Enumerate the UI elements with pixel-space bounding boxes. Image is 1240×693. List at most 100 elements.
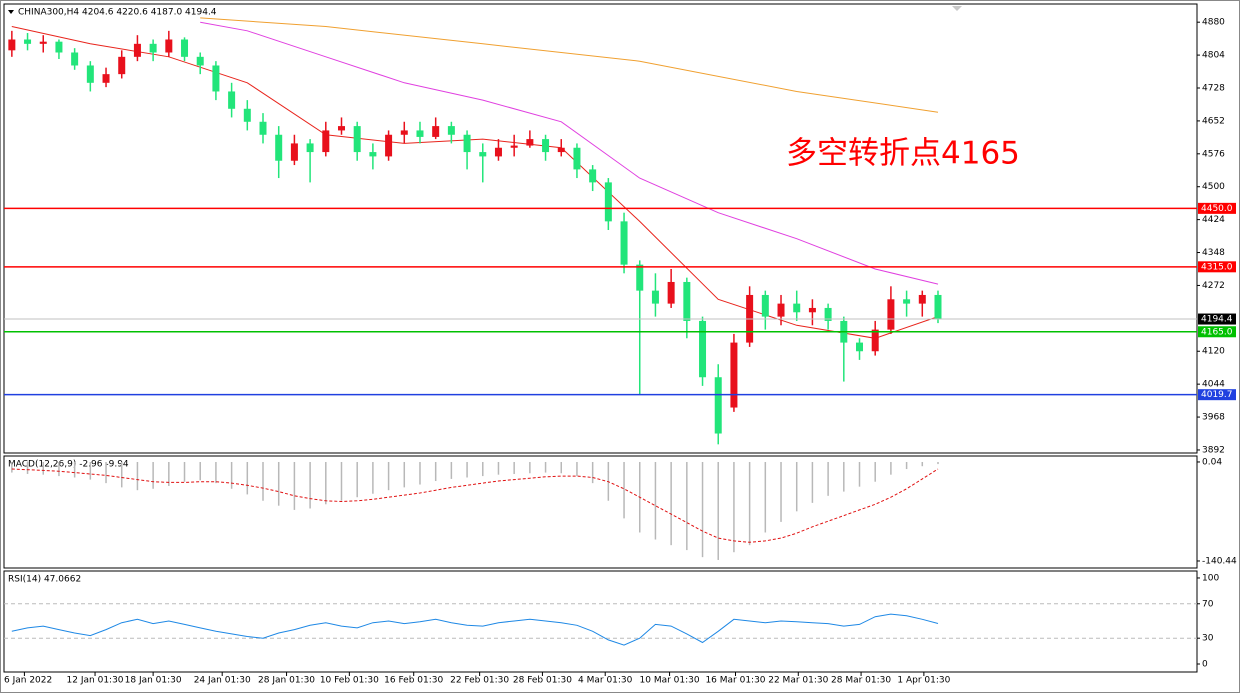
- price-label: 4315.0: [1201, 262, 1233, 272]
- candle-body: [856, 342, 864, 352]
- candle-body: [290, 143, 298, 161]
- candle-body: [557, 147, 565, 153]
- x-tick-label: 10 Mar 01:30: [640, 676, 700, 686]
- candle-body: [181, 39, 189, 57]
- moving-average: [200, 21, 939, 285]
- price-label: 4450.0: [1201, 204, 1233, 214]
- candle-body: [196, 56, 204, 66]
- price-label-box: [1198, 326, 1236, 338]
- candle-body: [39, 41, 47, 44]
- candle-body: [306, 143, 314, 153]
- candle-body: [730, 342, 738, 408]
- candle-body: [400, 130, 408, 135]
- candle-body: [337, 126, 345, 131]
- candle-body: [8, 39, 16, 51]
- candle-body: [102, 74, 110, 83]
- candle-body: [133, 43, 141, 57]
- y-tick-label: -140.44: [1202, 556, 1237, 566]
- price-label-box: [1198, 202, 1236, 214]
- y-tick-label: 0: [1202, 659, 1208, 669]
- x-tick-label: 6 Jan 2022: [4, 676, 52, 686]
- candle-body: [636, 264, 644, 291]
- candle-body: [526, 139, 534, 146]
- candle-body: [793, 303, 801, 313]
- candle-body: [761, 294, 769, 317]
- price-label: 4165.0: [1201, 327, 1233, 337]
- candle-body: [808, 307, 816, 313]
- x-tick-label: 12 Jan 01:30: [67, 676, 124, 686]
- candle-body: [934, 294, 942, 320]
- x-tick-label: 16 Mar 01:30: [705, 676, 765, 686]
- y-tick-label: 4044: [1202, 380, 1225, 390]
- y-tick-label: 4424: [1202, 215, 1225, 225]
- y-tick-label: 4652: [1202, 116, 1225, 126]
- candle-body: [494, 147, 502, 157]
- candle-body: [118, 56, 126, 75]
- candle-body: [683, 281, 691, 321]
- candle-body: [24, 39, 32, 44]
- y-tick-label: 4272: [1202, 281, 1225, 291]
- x-tick-label: 4 Mar 01:30: [578, 676, 633, 686]
- symbol-menu-icon[interactable]: [8, 10, 14, 14]
- candle-body: [903, 299, 911, 304]
- y-tick-label: 4576: [1202, 149, 1225, 159]
- candle-body: [259, 121, 267, 135]
- candle-body: [385, 134, 393, 157]
- x-tick-label: 24 Jan 01:30: [194, 676, 251, 686]
- candle-body: [824, 307, 832, 321]
- y-tick-label: 4500: [1202, 182, 1225, 192]
- rsi-panel: [3, 570, 1198, 673]
- y-tick-label: 3892: [1202, 445, 1225, 455]
- price-label-box: [1198, 313, 1236, 325]
- candle-body: [416, 130, 424, 137]
- candle-body: [432, 126, 440, 137]
- candle-body: [871, 329, 879, 352]
- y-tick-label: 30: [1202, 634, 1214, 644]
- macd-signal: [11, 468, 939, 543]
- candle-body: [479, 152, 487, 157]
- x-tick-label: 28 Jan 01:30: [258, 676, 315, 686]
- candle-body: [463, 134, 471, 153]
- y-tick-label: 4120: [1202, 347, 1225, 357]
- main-panel: [3, 3, 1198, 454]
- candle-body: [620, 221, 628, 265]
- y-tick-label: 3968: [1202, 413, 1225, 423]
- price-label: 4019.7: [1201, 390, 1233, 400]
- y-tick-label: 70: [1202, 599, 1214, 609]
- candle-body: [55, 41, 63, 53]
- candle-body: [714, 377, 722, 434]
- annotation: 多空转折点4165: [786, 136, 1020, 172]
- y-tick-label: 0.04: [1202, 457, 1222, 467]
- y-tick-label: 4348: [1202, 248, 1225, 258]
- candle-body: [243, 108, 251, 122]
- price-label-box: [1198, 389, 1236, 401]
- candle-body: [589, 169, 597, 183]
- candle-body: [165, 39, 173, 53]
- candle-body: [542, 139, 550, 153]
- candle-body: [275, 134, 283, 161]
- candle-body: [228, 91, 236, 109]
- candle-body: [667, 281, 675, 304]
- rsi-line: [11, 613, 939, 646]
- candle-body: [86, 65, 94, 83]
- shift-marker: [952, 6, 962, 11]
- candle-body: [71, 52, 79, 66]
- x-tick-label: 1 Apr 01:30: [897, 676, 950, 686]
- x-tick-label: 10 Feb 01:30: [320, 676, 379, 686]
- y-tick-label: 4880: [1202, 18, 1225, 28]
- candle-body: [212, 65, 220, 92]
- price-label-box: [1198, 261, 1236, 273]
- candle-body: [447, 126, 455, 135]
- moving-average: [200, 17, 939, 113]
- candle-body: [510, 145, 518, 148]
- candle-body: [918, 294, 926, 304]
- x-tick-label: 28 Feb 01:30: [513, 676, 572, 686]
- candle-body: [369, 152, 377, 157]
- panel-title: RSI(14) 47.0662: [8, 575, 81, 585]
- y-tick-label: 4804: [1202, 51, 1225, 61]
- x-tick-label: 16 Feb 01:30: [384, 676, 443, 686]
- y-tick-label: 100: [1202, 573, 1219, 583]
- candle-body: [322, 130, 330, 153]
